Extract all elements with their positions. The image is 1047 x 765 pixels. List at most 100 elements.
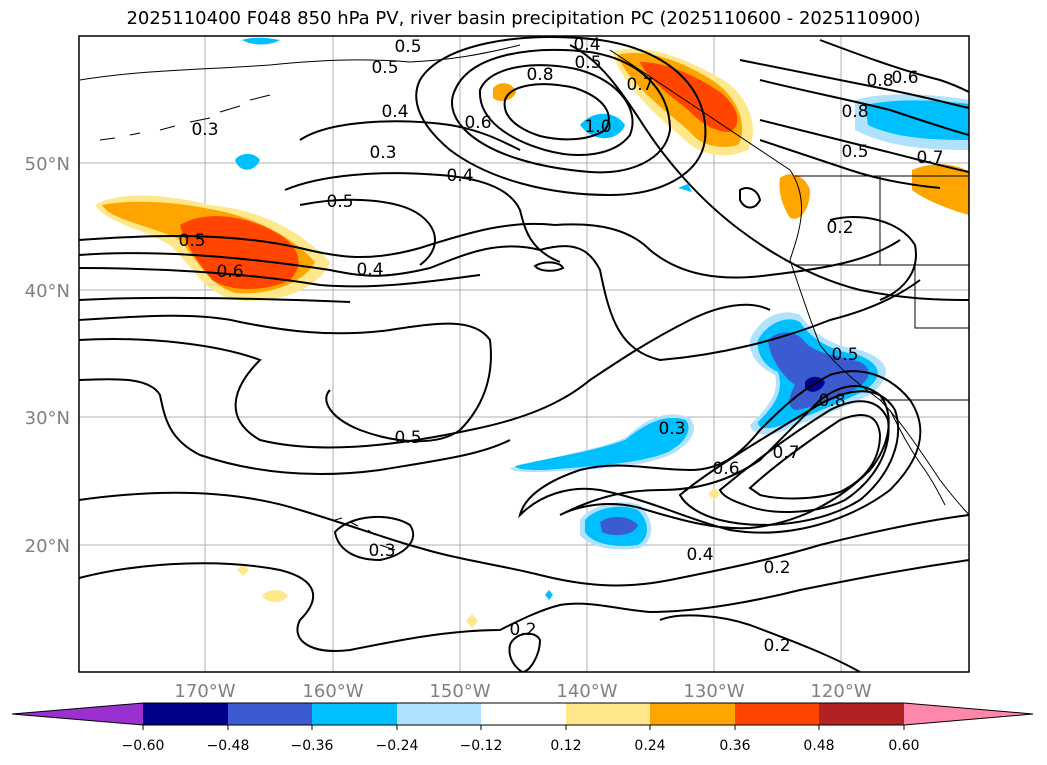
contour-label: 0.2 bbox=[763, 558, 790, 578]
lon-label: 130°W bbox=[683, 681, 744, 702]
contour-line bbox=[739, 187, 762, 209]
contour-label: 0.6 bbox=[712, 459, 739, 479]
contour-label: 0.8 bbox=[841, 102, 868, 122]
contour-line bbox=[678, 390, 900, 526]
lon-label: 170°W bbox=[174, 681, 235, 702]
contour-line bbox=[739, 59, 969, 109]
contour-line bbox=[79, 559, 969, 652]
contour-label: 0.2 bbox=[763, 636, 790, 656]
contour-line bbox=[759, 119, 969, 173]
contour-label: 0.3 bbox=[368, 541, 395, 561]
contour-line bbox=[748, 414, 882, 500]
latitude-labels: 50°N 40°N 30°N 20°N bbox=[25, 154, 70, 557]
lat-label: 40°N bbox=[25, 281, 70, 302]
lon-label: 120°W bbox=[810, 681, 871, 702]
colorbar-swatch bbox=[735, 703, 819, 725]
contour-label: 0.5 bbox=[831, 345, 858, 365]
lon-label: 140°W bbox=[556, 681, 617, 702]
contour-line bbox=[79, 296, 351, 303]
contour-line bbox=[518, 370, 922, 534]
contour-label: 0.4 bbox=[356, 260, 383, 280]
negative-anomaly-gulf bbox=[580, 113, 625, 139]
state-border-3 bbox=[914, 265, 969, 329]
positive-anomaly-west-core bbox=[180, 216, 299, 289]
colorbar-tick-label: 0.24 bbox=[634, 738, 665, 754]
contour-label: 0.6 bbox=[891, 68, 918, 88]
map-title: 2025110400 F048 850 hPa PV, river basin … bbox=[126, 8, 921, 29]
contour-line bbox=[79, 378, 511, 476]
contour-label: 0.8 bbox=[818, 391, 845, 411]
contour-line bbox=[718, 400, 890, 513]
contour-line bbox=[79, 267, 481, 288]
colorbar-tick-label: −0.36 bbox=[291, 738, 334, 754]
negative-anomaly-bc-small bbox=[678, 184, 692, 192]
colorbar-swatch bbox=[143, 703, 228, 725]
contour-label: 0.8 bbox=[526, 65, 553, 85]
contour-label: 0.4 bbox=[381, 102, 408, 122]
contour-line bbox=[284, 172, 561, 263]
colorbar-tick-label: −0.24 bbox=[376, 738, 419, 754]
positive-anomaly-dot-4 bbox=[708, 488, 720, 500]
colorbar-swatch bbox=[481, 703, 566, 725]
contour-line bbox=[79, 222, 901, 279]
contour-labels: 0.5 0.4 0.8 0.5 0.5 0.6 0.7 0.8 0.3 0.4 … bbox=[178, 36, 943, 656]
contour-label: 0.6 bbox=[216, 262, 243, 282]
contour-label: 0.3 bbox=[191, 120, 218, 140]
positive-anomaly-dot-1 bbox=[262, 590, 288, 602]
positive-anomaly-bc-coast-core bbox=[640, 62, 738, 132]
colorbar-extend-right bbox=[904, 703, 1033, 725]
contour-label: 0.7 bbox=[626, 75, 653, 95]
colorbar-swatch bbox=[228, 703, 312, 725]
positive-anomaly-wa-coast bbox=[779, 174, 810, 219]
colorbar-tick-label: 0.36 bbox=[719, 738, 750, 754]
contour-label: 0.3 bbox=[369, 143, 396, 163]
positive-anomaly-dot-3 bbox=[466, 614, 478, 628]
contour-line bbox=[819, 39, 969, 93]
negative-anomaly-hawaii-east-core bbox=[600, 516, 638, 536]
bc-coast bbox=[609, 49, 969, 516]
contour-line bbox=[79, 303, 771, 449]
contour-label: 0.7 bbox=[772, 443, 799, 463]
contour-label: 0.4 bbox=[446, 166, 473, 186]
colorbar-tick-label: 0.12 bbox=[550, 738, 581, 754]
contour-label: 0.5 bbox=[394, 37, 421, 57]
contour-line bbox=[79, 491, 969, 587]
contour-label: 0.5 bbox=[326, 192, 353, 212]
contour-label: 0.6 bbox=[464, 113, 491, 133]
contour-label: 0.3 bbox=[658, 419, 685, 439]
contour-label: 0.5 bbox=[178, 231, 205, 251]
contour-label: 0.4 bbox=[686, 545, 713, 565]
contour-label: 0.5 bbox=[574, 53, 601, 73]
colorbar-swatch bbox=[566, 703, 650, 725]
map-border bbox=[78, 35, 970, 673]
contour-line bbox=[759, 139, 941, 189]
colorbar-tick-label: 0.48 bbox=[803, 738, 834, 754]
contour-line bbox=[759, 79, 969, 136]
contour-label: 1.0 bbox=[584, 117, 611, 137]
contour-line bbox=[533, 261, 565, 272]
contour-line bbox=[299, 120, 521, 151]
lon-label: 160°W bbox=[302, 681, 363, 702]
lat-label: 50°N bbox=[25, 154, 70, 175]
colorbar-swatch bbox=[650, 703, 735, 725]
contour-line bbox=[508, 632, 542, 672]
alaska-coast bbox=[79, 44, 521, 81]
negative-anomaly-dot-5 bbox=[545, 590, 553, 600]
contour-line bbox=[333, 515, 415, 562]
contour-line bbox=[299, 198, 436, 266]
contour-label: 0.7 bbox=[916, 148, 943, 168]
negative-anomaly-california-mid bbox=[768, 332, 869, 410]
colorbar-tick-label: −0.12 bbox=[460, 738, 503, 754]
contour-label: 0.2 bbox=[509, 620, 536, 640]
negative-anomaly-subtropical-band-core bbox=[515, 417, 689, 470]
contour-line bbox=[415, 36, 707, 197]
contour-line bbox=[503, 83, 610, 141]
positive-anomaly-small-1 bbox=[493, 83, 516, 101]
negative-anomaly-nw-2 bbox=[235, 154, 260, 170]
contour-label: 0.5 bbox=[394, 428, 421, 448]
colorbar-swatch bbox=[819, 703, 904, 725]
positive-anomaly-dot-2 bbox=[237, 564, 249, 576]
longitude-labels: 170°W 160°W 150°W 140°W 130°W 120°W bbox=[174, 681, 871, 702]
colorbar-extend-left bbox=[12, 703, 143, 725]
